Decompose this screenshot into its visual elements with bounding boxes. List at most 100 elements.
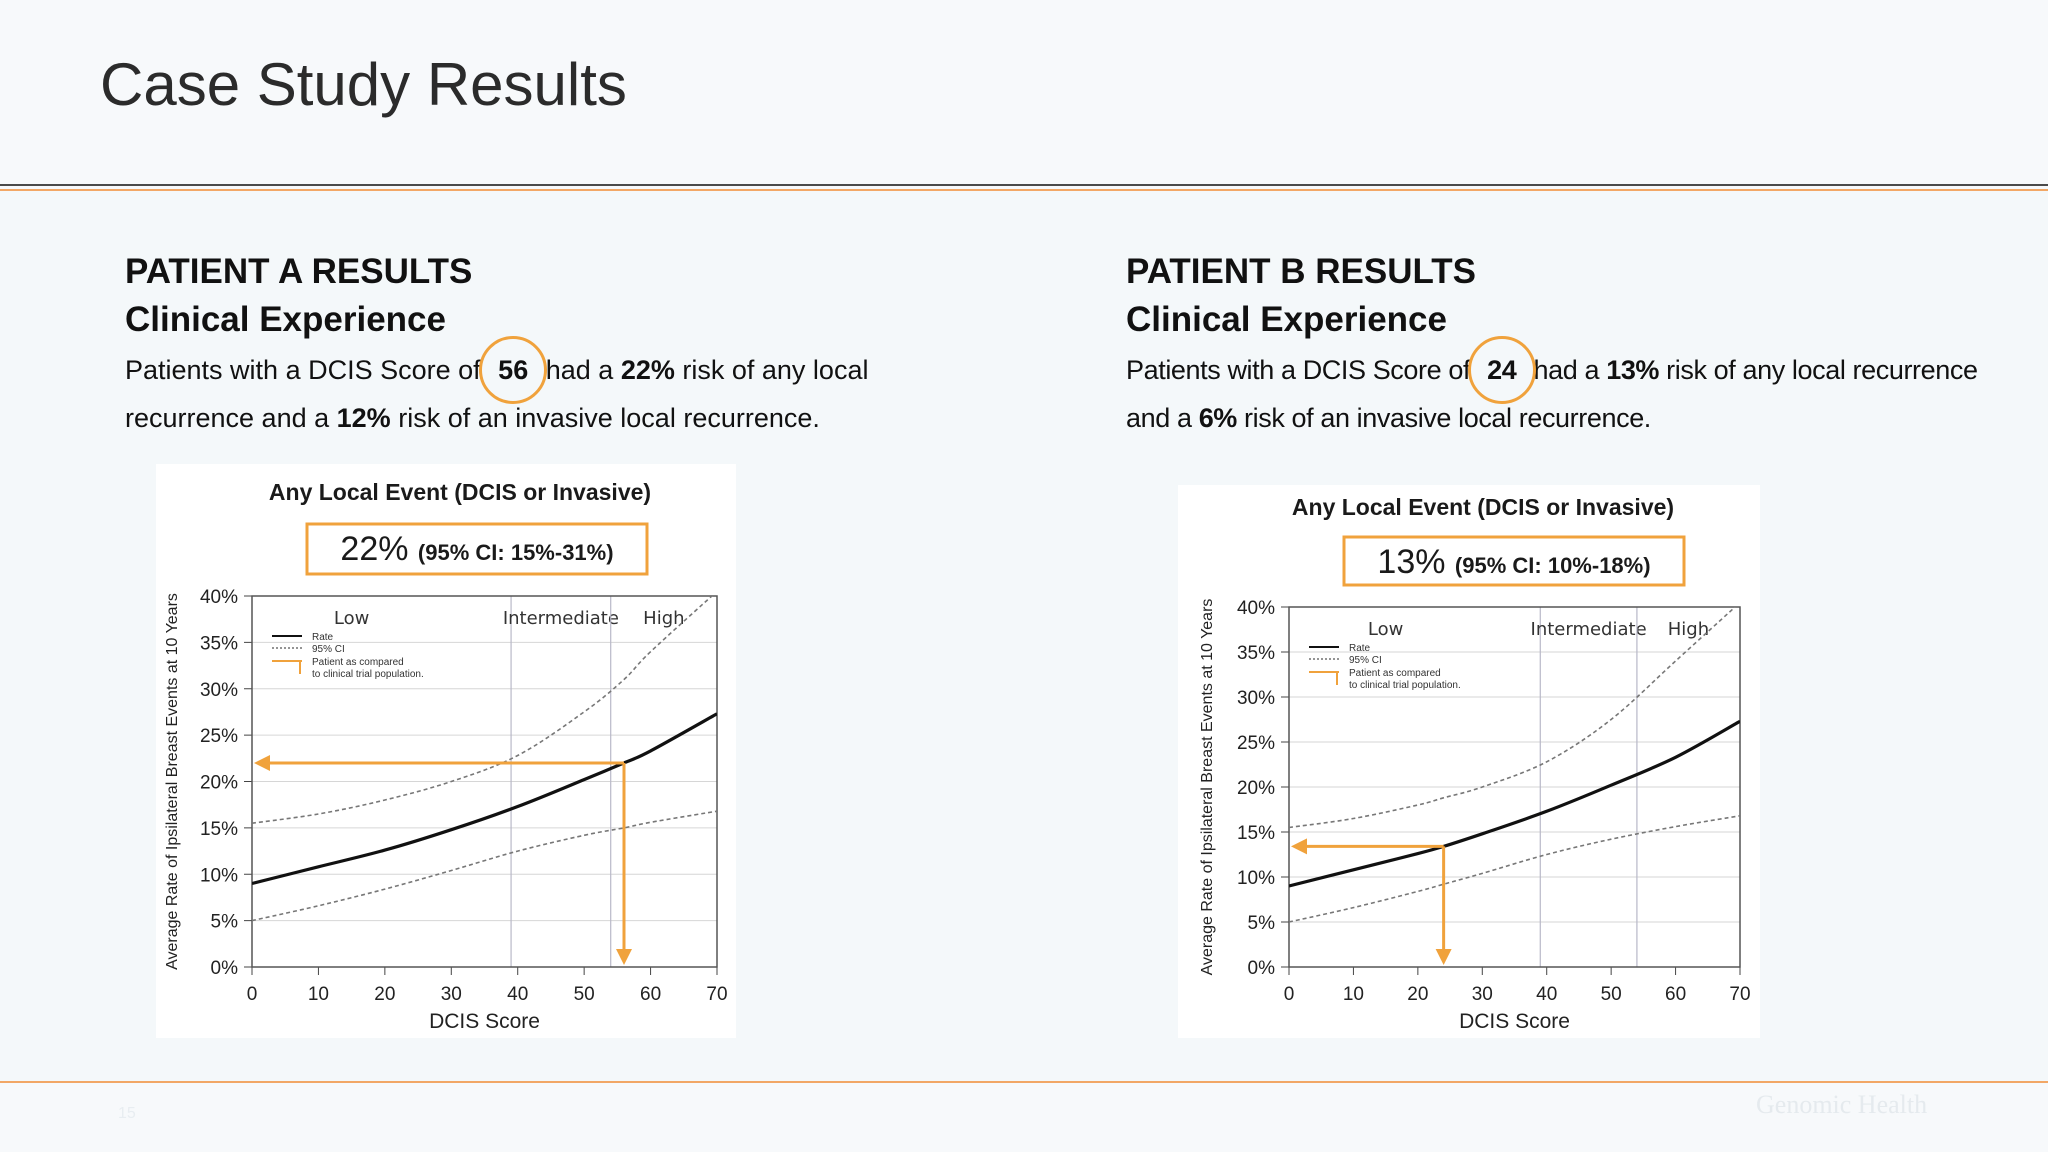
plot-frame	[251, 595, 718, 968]
chart-patient-a: Any Local Event (DCIS or Invasive) 22% (9…	[156, 464, 736, 1038]
chart-svg: Any Local Event (DCIS or Invasive) 22% (9…	[164, 479, 728, 1033]
text-before: Patients with a DCIS Score of	[125, 355, 481, 385]
ci-line	[1289, 815, 1740, 923]
headline-ci: (95% CI: 15%-31%)	[418, 540, 614, 565]
panel-heading: PATIENT A RESULTS	[125, 252, 473, 291]
x-tick-label: 50	[574, 984, 595, 1005]
y-axis-label: Average Rate of Ipsilateral Breast Event…	[164, 593, 181, 970]
legend-item: Rate	[1349, 643, 1371, 654]
x-tick-label: 10	[308, 984, 329, 1005]
any-risk-value: 13%	[1606, 355, 1660, 385]
legend-item: 95% CI	[312, 644, 345, 655]
y-tick-label: 40%	[1237, 598, 1275, 619]
y-tick-label: 35%	[1237, 643, 1275, 664]
rate-line	[252, 712, 717, 886]
slide-title: Case Study Results	[100, 51, 627, 118]
rate-line	[1289, 719, 1740, 888]
x-tick-label: 0	[247, 984, 258, 1005]
y-tick-label: 25%	[1237, 733, 1275, 754]
patient-arrow-head-down	[616, 949, 632, 965]
x-tick-label: 0	[1284, 984, 1295, 1005]
invasive-risk-value: 6%	[1198, 403, 1238, 433]
y-tick-label: 0%	[1248, 958, 1276, 979]
y-tick-label: 10%	[200, 865, 238, 886]
y-tick-label: 35%	[200, 633, 238, 654]
legend-item: to clinical trial population.	[1349, 680, 1461, 691]
footer-logo: Genomic Health	[1756, 1090, 1928, 1119]
text-before: Patients with a DCIS Score of	[1126, 355, 1471, 385]
risk-group-label: Low	[334, 608, 369, 629]
x-tick-label: 40	[1536, 984, 1557, 1005]
x-tick-label: 70	[706, 984, 727, 1005]
y-tick-label: 15%	[200, 819, 238, 840]
panel-subheading: Clinical Experience	[1126, 300, 1447, 339]
invasive-risk-value: 12%	[336, 403, 391, 433]
text-end: risk of an invasive local recurrence.	[398, 403, 820, 433]
x-tick-label: 30	[441, 984, 462, 1005]
panel-heading: PATIENT B RESULTS	[1126, 252, 1476, 291]
x-tick-label: 10	[1343, 984, 1364, 1005]
legend-item: to clinical trial population.	[312, 669, 424, 680]
headline-box	[1342, 535, 1686, 587]
y-tick-label: 15%	[1237, 823, 1275, 844]
patient-b-panel: PATIENT B RESULTS Clinical Experience Pa…	[1126, 248, 1996, 442]
x-axis-label: DCIS Score	[1459, 1010, 1570, 1033]
legend-item: Patient as compared	[1349, 668, 1441, 679]
headline-text: 22% (95% CI: 15%-31%)	[340, 530, 613, 568]
x-axis-label: DCIS Score	[429, 1010, 540, 1033]
text-mid2: risk of any local recurrence and a	[125, 355, 869, 433]
patient-arrow-head-left	[1291, 838, 1307, 855]
x-tick-label: 30	[1472, 984, 1493, 1005]
x-tick-label: 60	[1665, 984, 1686, 1005]
plot-frame	[1288, 606, 1741, 968]
any-risk-value: 22%	[620, 355, 675, 385]
risk-group-label: Intermediate	[1531, 619, 1647, 640]
x-tick-label: 20	[374, 984, 395, 1005]
risk-group-label: High	[1668, 619, 1709, 640]
x-tick-label: 60	[640, 984, 661, 1005]
panel-subheading: Clinical Experience	[125, 300, 446, 339]
chart-title: Any Local Event (DCIS or Invasive)	[1292, 494, 1674, 520]
text-mid1: had a	[1533, 355, 1600, 385]
headline-value: 13%	[1377, 543, 1455, 581]
text-end: risk of an invasive local recurrence.	[1244, 403, 1651, 433]
ci-line	[252, 810, 717, 922]
x-tick-label: 50	[1601, 984, 1622, 1005]
y-tick-label: 40%	[200, 587, 238, 608]
chart-patient-b: Any Local Event (DCIS or Invasive) 13% (9…	[1178, 485, 1760, 1038]
headline-box	[305, 522, 649, 576]
y-tick-label: 30%	[1237, 688, 1275, 709]
risk-group-label: Low	[1368, 619, 1403, 640]
score-highlight: 56	[490, 346, 536, 394]
footer-divider	[0, 1081, 2048, 1083]
footer-page-number: 15	[118, 1105, 136, 1122]
text-mid1: had a	[545, 355, 614, 385]
y-tick-label: 20%	[1237, 778, 1275, 799]
patient-arrow-head-left	[254, 754, 270, 771]
y-tick-label: 5%	[1248, 913, 1276, 934]
y-axis-label: Average Rate of Ipsilateral Breast Event…	[1199, 599, 1216, 976]
y-tick-label: 0%	[211, 958, 239, 979]
legend-item: Patient as compared	[312, 657, 404, 668]
x-tick-label: 20	[1407, 984, 1428, 1005]
risk-group-label: Intermediate	[503, 608, 619, 629]
score-highlight: 24	[1479, 346, 1524, 394]
y-tick-label: 25%	[200, 726, 238, 747]
risk-group-label: High	[643, 608, 684, 629]
chart-title: Any Local Event (DCIS or Invasive)	[269, 479, 651, 505]
legend-item: 95% CI	[1349, 655, 1382, 666]
patient-a-panel: PATIENT A RESULTS Clinical Experience Pa…	[125, 248, 945, 442]
panel-description: Patients with a DCIS Score of 56 had a 2…	[125, 346, 945, 442]
headline-value: 22%	[340, 530, 418, 568]
x-tick-label: 70	[1729, 984, 1750, 1005]
x-tick-label: 40	[507, 984, 528, 1005]
headline-text: 13% (95% CI: 10%-18%)	[1377, 543, 1650, 581]
y-tick-label: 30%	[200, 680, 238, 701]
title-divider	[0, 184, 2048, 186]
ci-line	[1289, 607, 1737, 829]
y-tick-label: 20%	[200, 773, 238, 794]
y-tick-label: 10%	[1237, 868, 1275, 889]
text-mid2: risk of any local recurrence and a	[1126, 355, 1978, 433]
patient-arrow-head-down	[1435, 949, 1452, 965]
chart-svg: Any Local Event (DCIS or Invasive) 13% (9…	[1199, 494, 1751, 1033]
